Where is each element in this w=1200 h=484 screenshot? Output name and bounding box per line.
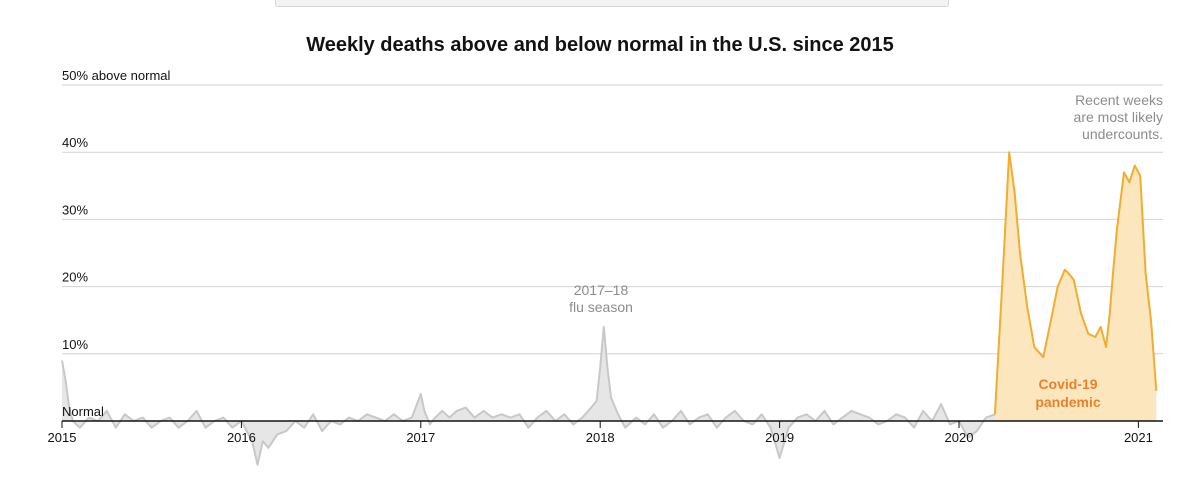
covid-label-line1: Covid-19: [1038, 376, 1097, 392]
y-tick-label-5: Normal: [62, 404, 104, 419]
x-tick-label-5: 2020: [945, 430, 974, 445]
x-axis: 2015 2016 2017 2018 2019 2020 2021: [48, 420, 1163, 445]
series-area-1: [994, 152, 1157, 421]
y-tick-label-4: 10%: [62, 337, 88, 352]
grid: [62, 84, 1163, 355]
covid-label-line2: pandemic: [1035, 394, 1101, 410]
y-tick-label-0: 50% above normal: [62, 68, 171, 83]
x-tick-label-1: 2016: [227, 430, 256, 445]
flu-annotation-line2: flu season: [569, 299, 633, 315]
recent-note-line2: are most likely: [1074, 109, 1163, 125]
y-tick-label-3: 20%: [62, 270, 88, 285]
x-tick-label-3: 2018: [586, 430, 615, 445]
x-tick-label-0: 2015: [48, 430, 77, 445]
series-line-0: [61, 325, 996, 466]
x-tick-label-2: 2017: [406, 430, 435, 445]
series-area-0: [62, 326, 995, 465]
top-panel-edge: [275, 0, 949, 7]
series-line-1: [993, 151, 1158, 415]
flu-annotation-line1: 2017–18: [574, 282, 629, 298]
recent-note-line1: Recent weeks: [1075, 92, 1163, 108]
chart-title: Weekly deaths above and below normal in …: [306, 34, 894, 56]
y-axis-labels: 50% above normal 40% 30% 20% 10% Normal: [62, 68, 171, 419]
y-tick-label-1: 40%: [62, 135, 88, 150]
recent-note-line3: undercounts.: [1082, 126, 1163, 142]
y-tick-label-2: 30%: [62, 202, 88, 217]
x-tick-label-4: 2019: [765, 430, 794, 445]
x-tick-label-6: 2021: [1124, 430, 1153, 445]
areas: [61, 151, 1158, 466]
